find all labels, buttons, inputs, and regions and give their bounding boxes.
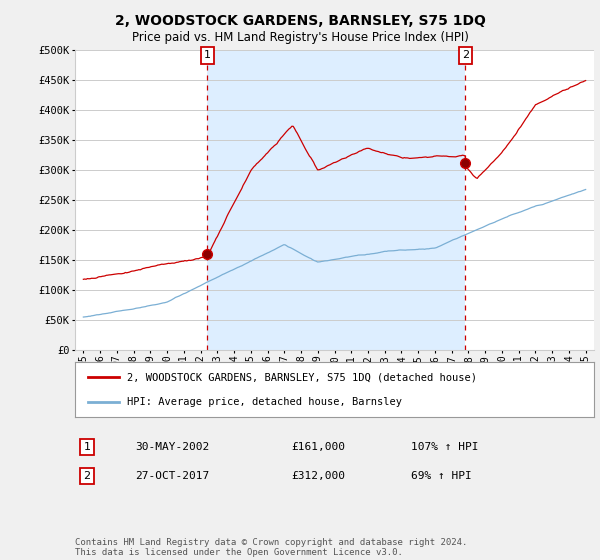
Text: 107% ↑ HPI: 107% ↑ HPI — [411, 442, 479, 452]
Text: 2: 2 — [462, 50, 469, 60]
Bar — [208, 50, 466, 350]
Text: 1: 1 — [83, 442, 91, 452]
Text: 27-OCT-2017: 27-OCT-2017 — [135, 471, 209, 481]
Text: 69% ↑ HPI: 69% ↑ HPI — [411, 471, 472, 481]
Text: HPI: Average price, detached house, Barnsley: HPI: Average price, detached house, Barn… — [127, 398, 402, 407]
Text: £161,000: £161,000 — [291, 442, 345, 452]
Text: Price paid vs. HM Land Registry's House Price Index (HPI): Price paid vs. HM Land Registry's House … — [131, 31, 469, 44]
Text: 1: 1 — [204, 50, 211, 60]
Text: 2: 2 — [83, 471, 91, 481]
Text: Contains HM Land Registry data © Crown copyright and database right 2024.
This d: Contains HM Land Registry data © Crown c… — [75, 538, 467, 557]
Text: 2, WOODSTOCK GARDENS, BARNSLEY, S75 1DQ: 2, WOODSTOCK GARDENS, BARNSLEY, S75 1DQ — [115, 14, 485, 28]
Text: 2, WOODSTOCK GARDENS, BARNSLEY, S75 1DQ (detached house): 2, WOODSTOCK GARDENS, BARNSLEY, S75 1DQ … — [127, 372, 477, 382]
Text: £312,000: £312,000 — [291, 471, 345, 481]
Text: 30-MAY-2002: 30-MAY-2002 — [135, 442, 209, 452]
